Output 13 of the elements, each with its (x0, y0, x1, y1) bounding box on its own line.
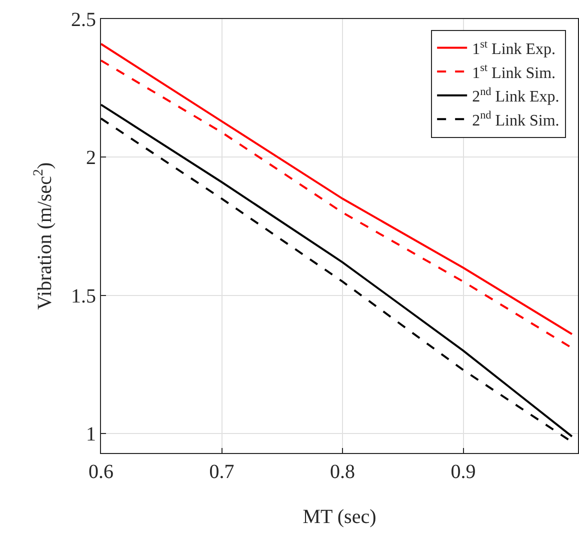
legend-label: 1$^{st}$ Link Sim. (472, 62, 556, 82)
y-tick-label: 2 (86, 147, 96, 170)
legend-label: 2$^{nd}$ Link Exp. (472, 86, 560, 106)
legend-label: 2$^{nd}$ Link Sim. (472, 110, 560, 130)
x-tick-label: 0.7 (209, 461, 234, 483)
y-tick-label: 1 (86, 424, 96, 446)
x-tick-label: 0.6 (88, 461, 114, 483)
y-tick-label: 1.5 (71, 285, 96, 308)
x-tick-label: 0.9 (450, 461, 476, 483)
x-axis-title: MT (sec) (302, 506, 376, 528)
legend-label: 1$^{st}$ Link Exp. (472, 38, 556, 58)
y-tick-label: 2.5 (71, 9, 96, 31)
x-tick-label: 0.8 (330, 461, 356, 483)
